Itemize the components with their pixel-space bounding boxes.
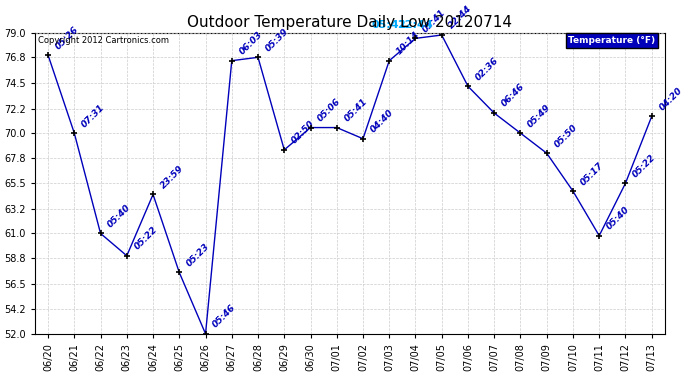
Text: 05:22: 05:22: [631, 153, 658, 179]
Text: 05:49: 05:49: [526, 102, 553, 129]
Text: 02:36: 02:36: [473, 56, 500, 82]
Text: 05:22: 05:22: [132, 225, 159, 252]
Text: 05:50: 05:50: [552, 122, 579, 149]
Text: 05:23: 05:23: [185, 242, 211, 268]
Text: 06:46: 06:46: [500, 82, 526, 109]
Text: 05:06: 05:06: [316, 97, 343, 123]
Text: Temperature (°F): Temperature (°F): [569, 36, 656, 45]
Text: 02:50: 02:50: [290, 119, 317, 146]
Text: 05:26: 05:26: [54, 24, 80, 51]
Text: 05:40: 05:40: [604, 205, 631, 231]
Text: 05:41: 05:41: [342, 97, 369, 123]
Text: 07:31: 07:31: [80, 102, 106, 129]
Text: 05:17: 05:17: [578, 160, 605, 187]
Text: 10:14: 10:14: [395, 30, 422, 57]
Text: 05:39: 05:39: [264, 27, 290, 53]
Text: 05:41: 05:41: [421, 8, 448, 34]
Text: Copyright 2012 Cartronics.com: Copyright 2012 Cartronics.com: [38, 36, 169, 45]
Text: 23:59: 23:59: [159, 164, 185, 190]
Text: 06:03: 06:03: [237, 30, 264, 57]
Text: 05:46: 05:46: [211, 303, 237, 330]
Text: 05:40: 05:40: [106, 203, 132, 229]
Text: 04:20: 04:20: [658, 86, 684, 112]
Text: 05:41: 05:41: [371, 20, 407, 30]
Title: Outdoor Temperature Daily Low 20120714: Outdoor Temperature Daily Low 20120714: [188, 15, 513, 30]
Text: 22:44: 22:44: [447, 4, 474, 31]
Text: 22:44: 22:44: [397, 20, 433, 30]
Text: 04:40: 04:40: [368, 108, 395, 135]
